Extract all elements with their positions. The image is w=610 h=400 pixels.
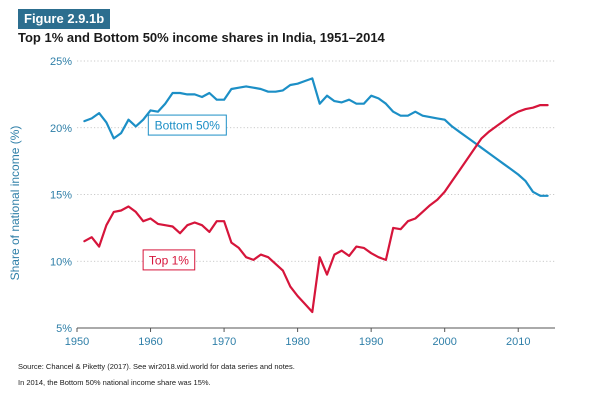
- figure-badge: Figure 2.9.1b: [18, 9, 111, 29]
- axes: 5% 10% 15% 20% 25% 1950 1960 1970 1980 1990 2000 20…: [50, 56, 555, 348]
- y-axis-label-wrapper: Share of national income (%): [7, 126, 23, 281]
- series-lines: [83, 77, 549, 314]
- y-axis-label: Share of national income (%): [8, 125, 22, 281]
- x-tick-label: 1980: [285, 336, 309, 348]
- chart-title: Top 1% and Bottom 50% income shares in I…: [18, 30, 385, 45]
- x-tick-label: 1970: [212, 336, 236, 348]
- top-1-line: [83, 103, 549, 314]
- y-tick-label: 25%: [50, 56, 72, 68]
- bottom-50-line: [83, 77, 549, 197]
- x-tick-label: 1990: [359, 336, 383, 348]
- x-tick-label: 2000: [432, 336, 456, 348]
- source-note: Source: Chancel & Piketty (2017). See wi…: [18, 362, 295, 371]
- y-tick-label: 15%: [50, 190, 72, 202]
- y-tick-label: 5%: [56, 323, 72, 335]
- series-label: Top 1%: [149, 253, 189, 267]
- y-tick-label: 20%: [50, 123, 72, 135]
- footnote: In 2014, the Bottom 50% national income …: [18, 378, 211, 387]
- x-tick-label: 1950: [65, 336, 89, 348]
- x-tick-label: 1960: [138, 336, 162, 348]
- series-label-box: [142, 249, 196, 271]
- series-label: Bottom 50%: [155, 119, 221, 133]
- x-tick-label: 2010: [506, 336, 530, 348]
- y-tick-label: 10%: [50, 256, 72, 268]
- line-chart: 5% 10% 15% 20% 25% 1950 1960 1970 1980 1990 2000 20…: [50, 56, 555, 348]
- grid-lines: [77, 60, 555, 262]
- series-labels: Bottom 50% Top 1%: [142, 114, 227, 271]
- series-label-box: [147, 114, 227, 136]
